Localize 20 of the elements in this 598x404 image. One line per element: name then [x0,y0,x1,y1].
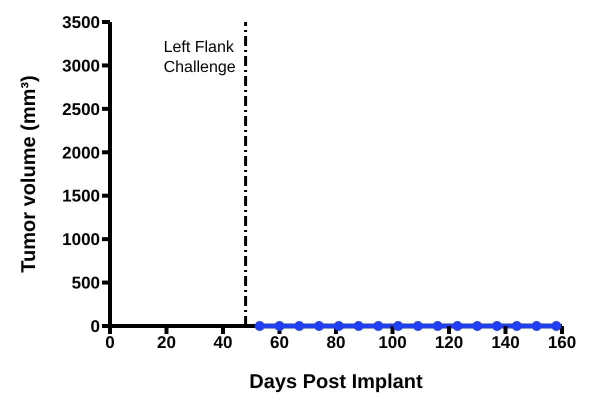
y-tick-label: 2500 [62,100,100,119]
x-tick-label: 40 [214,333,232,352]
y-tick-label: 2000 [62,143,100,162]
x-tick-label: 20 [157,333,176,352]
x-tick-label: 100 [378,333,407,352]
ref-line-label: Left Flank Challenge [164,39,236,76]
x-tick-label: 120 [434,333,464,352]
y-tick-label: 500 [72,274,100,293]
y-tick-label: 0 [90,317,100,336]
y-tick-label: 1000 [62,230,100,250]
x-axis-title: Days Post Implant [249,371,424,393]
y-axis-title: Tumor volume (mm³) [18,75,40,273]
x-tick-label: 160 [548,333,576,352]
x-tick-label: 60 [270,333,289,352]
x-tick-label: 80 [326,333,346,352]
y-tick-label: 3500 [62,13,100,32]
y-tick-label: 1500 [62,186,100,206]
y-tick-label: 3000 [62,56,100,76]
x-tick-label: 0 [105,333,115,352]
x-tick-label: 140 [491,333,520,352]
